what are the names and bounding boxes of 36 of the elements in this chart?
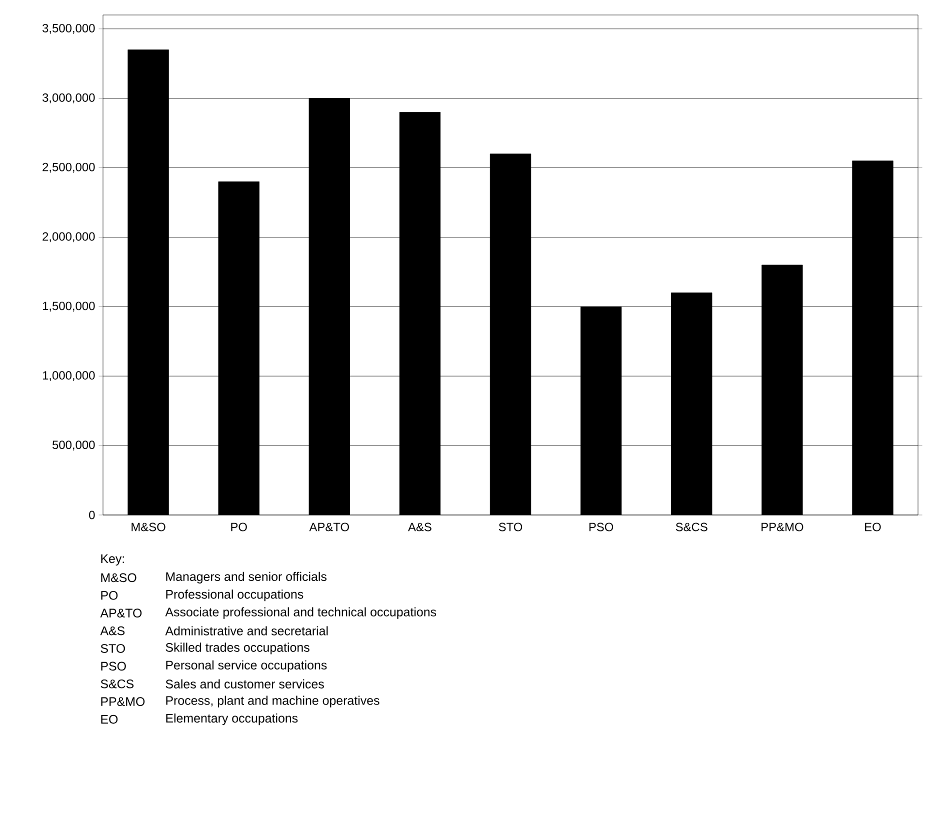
y-tick-label: 3,500,000 bbox=[42, 24, 95, 34]
y-tick-label: 2,500,000 bbox=[42, 162, 95, 173]
text: Sales and customer services bbox=[166, 679, 324, 688]
x-tick-label: PO bbox=[231, 522, 247, 532]
text: Managers and senior officials bbox=[166, 572, 326, 584]
x-tick-label: AP&TO bbox=[309, 522, 349, 532]
category-label: PP&MO bbox=[101, 697, 145, 706]
text: Process, plant and machine operatives bbox=[166, 696, 380, 708]
category-label: EO bbox=[101, 714, 118, 724]
x-tick-label: PP&MO bbox=[762, 522, 804, 532]
text: Personal service occupations bbox=[166, 660, 327, 672]
y-tick-label: 0 bbox=[89, 510, 95, 520]
y-tick-label: 1,000,000 bbox=[42, 371, 95, 382]
x-tick-label: A&S bbox=[408, 522, 432, 532]
text: Associate professional and technical occupations bbox=[165, 607, 436, 619]
text: Administrative and secretarial bbox=[165, 626, 328, 636]
category-label: PSO bbox=[101, 662, 126, 671]
x-tick-label: M&SO bbox=[132, 522, 166, 532]
y-tick-label: 2,000,000 bbox=[42, 232, 95, 242]
category-label: A&S bbox=[100, 626, 125, 636]
category-label: PO bbox=[101, 590, 118, 600]
text: Skilled trades occupations bbox=[166, 642, 310, 654]
text: Key: bbox=[101, 554, 124, 566]
text: Professional occupations bbox=[166, 590, 304, 602]
category-label: S&CS bbox=[100, 679, 134, 688]
category-label: AP&TO bbox=[100, 608, 142, 618]
x-tick-label: EO bbox=[865, 522, 881, 532]
category-label: STO bbox=[100, 644, 125, 653]
x-tick-label: S&CS bbox=[676, 522, 708, 532]
y-tick-label: 3,000,000 bbox=[42, 93, 95, 104]
text: Elementary occupations bbox=[166, 713, 298, 726]
x-tick-label: PSO bbox=[589, 522, 614, 532]
category-label: M&SO bbox=[101, 573, 136, 582]
y-tick-label: 1,500,000 bbox=[42, 302, 95, 312]
x-tick-label: STO bbox=[498, 522, 522, 532]
y-tick-label: 500,000 bbox=[52, 440, 95, 450]
